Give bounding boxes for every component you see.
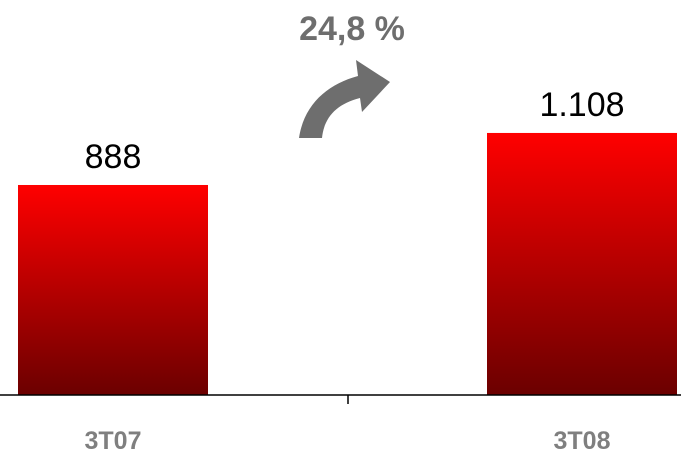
value-labels-group: 888 1.108 xyxy=(85,86,625,176)
growth-annotation: 24,8 % xyxy=(299,10,405,48)
value-label-3t08: 1.108 xyxy=(539,86,624,124)
value-label-3t07: 888 xyxy=(85,138,142,176)
category-labels-group: 3T07 3T08 xyxy=(85,427,611,454)
bar-3t07 xyxy=(18,184,208,395)
bar-3t08 xyxy=(487,132,677,395)
category-label-3t07: 3T07 xyxy=(85,427,142,454)
bars-group xyxy=(18,132,677,395)
category-label-3t08: 3T08 xyxy=(554,427,611,454)
curved-arrow-icon xyxy=(299,60,390,138)
